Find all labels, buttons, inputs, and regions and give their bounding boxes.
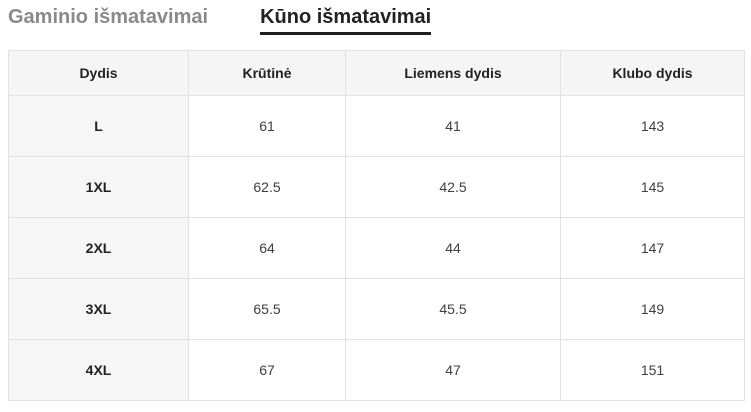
chest-cell: 67 [188,339,346,401]
column-header-size: Dydis [8,50,189,96]
hip-cell: 145 [560,156,745,218]
column-header-waist: Liemens dydis [345,50,561,96]
column-header-chest: Krūtinė [188,50,346,96]
chest-cell: 61 [188,95,346,157]
column-header-hip: Klubo dydis [560,50,745,96]
size-cell: 4XL [8,339,189,401]
table-row: L 61 41 143 [8,95,745,157]
table-row: 3XL 65.5 45.5 149 [8,278,745,340]
hip-cell: 151 [560,339,745,401]
size-cell: 3XL [8,278,189,340]
chest-cell: 64 [188,217,346,279]
table-header-row: Dydis Krūtinė Liemens dydis Klubo dydis [8,50,745,96]
size-cell: 1XL [8,156,189,218]
waist-cell: 42.5 [345,156,561,218]
waist-cell: 41 [345,95,561,157]
tab-product-measurements[interactable]: Gaminio išmatavimai [8,6,209,28]
waist-cell: 45.5 [345,278,561,340]
hip-cell: 147 [560,217,745,279]
chest-cell: 62.5 [188,156,346,218]
tab-body-measurements[interactable]: Kūno išmatavimai [260,5,432,35]
hip-cell: 143 [560,95,745,157]
size-cell: 2XL [8,217,189,279]
waist-cell: 44 [345,217,561,279]
waist-cell: 47 [345,339,561,401]
size-table: Dydis Krūtinė Liemens dydis Klubo dydis … [8,50,745,401]
table-row: 2XL 64 44 147 [8,217,745,279]
hip-cell: 149 [560,278,745,340]
size-chart-tabs: Gaminio išmatavimai Kūno išmatavimai [0,0,751,35]
chest-cell: 65.5 [188,278,346,340]
size-cell: L [8,95,189,157]
table-row: 4XL 67 47 151 [8,339,745,401]
table-row: 1XL 62.5 42.5 145 [8,156,745,218]
